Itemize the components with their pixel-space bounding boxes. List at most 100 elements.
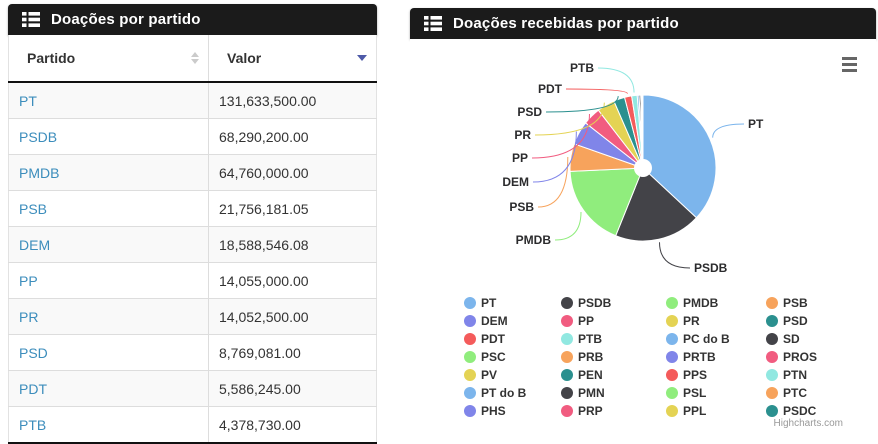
legend-label: PPL bbox=[683, 405, 706, 417]
legend-marker bbox=[561, 405, 573, 417]
legend-item-PC do B[interactable]: PC do B bbox=[666, 330, 766, 348]
legend-marker bbox=[464, 315, 476, 327]
party-link-PMDB[interactable]: PMDB bbox=[19, 165, 59, 181]
legend-marker bbox=[561, 333, 573, 345]
legend-item-PP[interactable]: PP bbox=[561, 312, 666, 330]
chart-export-menu-button[interactable] bbox=[836, 53, 862, 75]
label-connector-PDT bbox=[566, 89, 627, 94]
legend-item-PDT[interactable]: PDT bbox=[464, 330, 561, 348]
legend-item-PT[interactable]: PT bbox=[464, 294, 561, 312]
donations-table: Partido Valor PT 131,633,500.00 PSDB 68,290… bbox=[8, 35, 377, 444]
party-link-PSB[interactable]: PSB bbox=[19, 201, 47, 217]
legend-label: PEN bbox=[578, 369, 603, 381]
party-link-PSD[interactable]: PSD bbox=[19, 345, 48, 361]
legend-label: PSB bbox=[783, 297, 808, 309]
legend-item-PSB[interactable]: PSB bbox=[766, 294, 862, 312]
highcharts-credit-link[interactable]: Highcharts.com bbox=[774, 418, 843, 429]
pie-label-PSDB: PSDB bbox=[694, 261, 728, 275]
party-cell: PR bbox=[9, 299, 209, 335]
legend-item-PRB[interactable]: PRB bbox=[561, 348, 666, 366]
legend-label: PMN bbox=[578, 387, 605, 399]
legend-item-PT do B[interactable]: PT do B bbox=[464, 384, 561, 402]
legend-item-PTC[interactable]: PTC bbox=[766, 384, 862, 402]
legend-item-PHS[interactable]: PHS bbox=[464, 402, 561, 420]
party-link-PTB[interactable]: PTB bbox=[19, 417, 46, 433]
legend-item-DEM[interactable]: DEM bbox=[464, 312, 561, 330]
legend-item-PEN[interactable]: PEN bbox=[561, 366, 666, 384]
legend-item-PPL[interactable]: PPL bbox=[666, 402, 766, 420]
legend-item-SD[interactable]: SD bbox=[766, 330, 862, 348]
label-connector-PMDB bbox=[555, 212, 581, 240]
legend-marker bbox=[666, 333, 678, 345]
legend-label: SD bbox=[783, 333, 800, 345]
legend-label: PPS bbox=[683, 369, 707, 381]
legend-marker bbox=[464, 405, 476, 417]
party-link-PR[interactable]: PR bbox=[19, 309, 38, 325]
column-label-partido: Partido bbox=[27, 50, 75, 66]
legend-marker bbox=[561, 315, 573, 327]
legend-marker bbox=[766, 315, 778, 327]
legend-marker bbox=[464, 387, 476, 399]
pie-label-PP: PP bbox=[512, 151, 528, 165]
legend-label: PSD bbox=[783, 315, 808, 327]
legend-item-PSDB[interactable]: PSDB bbox=[561, 294, 666, 312]
legend-item-PTB[interactable]: PTB bbox=[561, 330, 666, 348]
table-row: DEM 18,588,546.08 bbox=[9, 227, 377, 263]
legend-item-PSL[interactable]: PSL bbox=[666, 384, 766, 402]
table-row: PSDB 68,290,200.00 bbox=[9, 119, 377, 155]
legend-marker bbox=[561, 369, 573, 381]
legend-label: PT bbox=[481, 297, 496, 309]
sort-unsorted-icon bbox=[191, 52, 199, 64]
legend-item-PSC[interactable]: PSC bbox=[464, 348, 561, 366]
legend-item-PRP[interactable]: PRP bbox=[561, 402, 666, 420]
table-row: PT 131,633,500.00 bbox=[9, 82, 377, 119]
party-link-PT[interactable]: PT bbox=[19, 93, 37, 109]
column-label-valor: Valor bbox=[227, 50, 261, 66]
value-cell: 131,633,500.00 bbox=[209, 82, 377, 119]
pie-label-PTB: PTB bbox=[570, 61, 594, 75]
legend-label: PRB bbox=[578, 351, 603, 363]
value-cell: 18,588,546.08 bbox=[209, 227, 377, 263]
party-cell: PSB bbox=[9, 191, 209, 227]
column-header-valor[interactable]: Valor bbox=[209, 35, 377, 82]
legend-label: PROS bbox=[783, 351, 817, 363]
legend-marker bbox=[666, 369, 678, 381]
party-link-DEM[interactable]: DEM bbox=[19, 237, 50, 253]
legend-item-PRTB[interactable]: PRTB bbox=[666, 348, 766, 366]
legend-label: PRP bbox=[578, 405, 603, 417]
legend-item-PSD[interactable]: PSD bbox=[766, 312, 862, 330]
party-cell: PT bbox=[9, 82, 209, 119]
party-link-PP[interactable]: PP bbox=[19, 273, 38, 289]
pie-label-PR: PR bbox=[514, 128, 531, 142]
legend-marker bbox=[766, 333, 778, 345]
legend-label: PSL bbox=[683, 387, 706, 399]
pie-label-DEM: DEM bbox=[502, 175, 529, 189]
legend-marker bbox=[666, 315, 678, 327]
legend-item-PMN[interactable]: PMN bbox=[561, 384, 666, 402]
value-cell: 68,290,200.00 bbox=[209, 119, 377, 155]
legend-label: DEM bbox=[481, 315, 508, 327]
legend-label: PMDB bbox=[683, 297, 718, 309]
column-header-partido[interactable]: Partido bbox=[9, 35, 209, 82]
party-cell: PMDB bbox=[9, 155, 209, 191]
value-cell: 14,055,000.00 bbox=[209, 263, 377, 299]
legend-item-PPS[interactable]: PPS bbox=[666, 366, 766, 384]
legend-item-PROS[interactable]: PROS bbox=[766, 348, 862, 366]
legend-label: PP bbox=[578, 315, 594, 327]
legend-marker bbox=[666, 387, 678, 399]
legend-item-PV[interactable]: PV bbox=[464, 366, 561, 384]
legend-marker bbox=[464, 369, 476, 381]
right-panel-title: Doações recebidas por partido bbox=[453, 15, 679, 32]
party-link-PDT[interactable]: PDT bbox=[19, 381, 47, 397]
legend-item-PR[interactable]: PR bbox=[666, 312, 766, 330]
pie-label-PMDB: PMDB bbox=[516, 233, 552, 247]
legend-marker bbox=[766, 405, 778, 417]
legend-item-PMDB[interactable]: PMDB bbox=[666, 294, 766, 312]
legend-item-PTN[interactable]: PTN bbox=[766, 366, 862, 384]
th-list-icon bbox=[424, 16, 442, 31]
party-link-PSDB[interactable]: PSDB bbox=[19, 129, 57, 145]
